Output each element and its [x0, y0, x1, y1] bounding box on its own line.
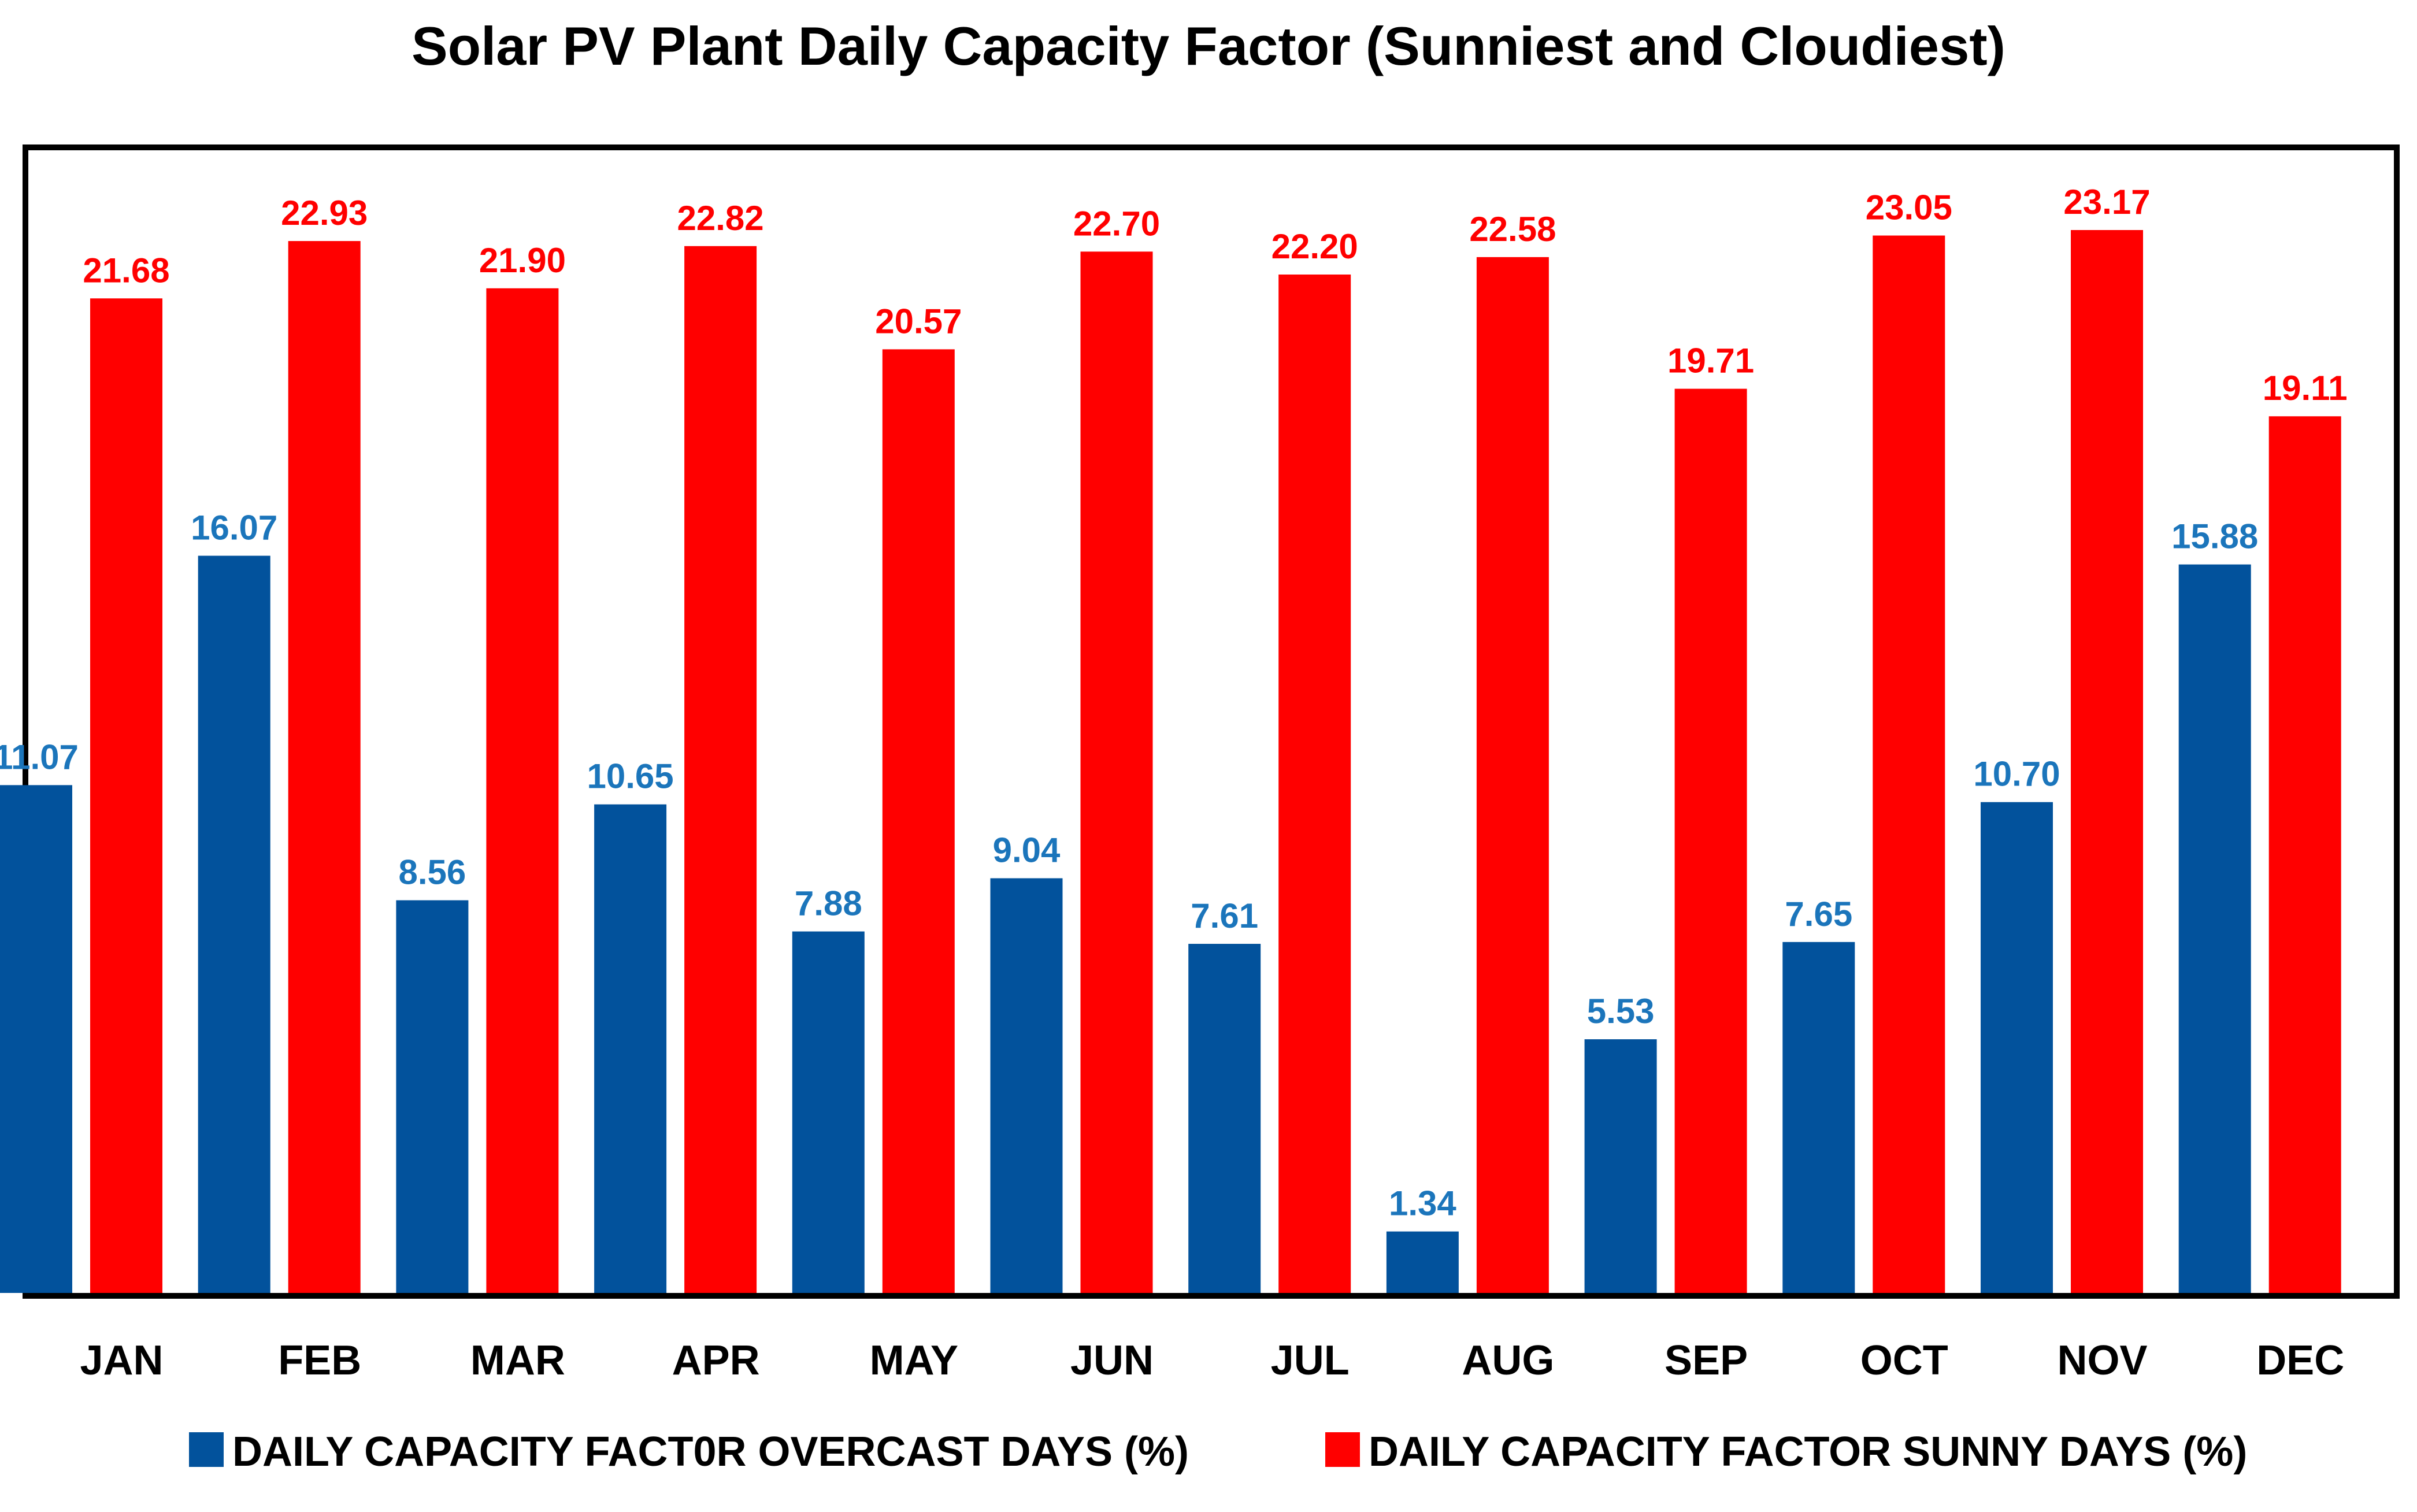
category-label-mar: MAR	[470, 1337, 565, 1384]
bar-overcast-nov	[1981, 802, 2053, 1293]
bar-sunny-apr	[684, 246, 757, 1294]
value-label-sunny-dec: 19.11	[2263, 369, 2348, 407]
bar-sunny-oct	[1873, 235, 1945, 1293]
bar-overcast-apr	[594, 804, 667, 1293]
legend-label-sunny: DAILY CAPACITY FACTOR SUNNY DAYS (%)	[1369, 1429, 2247, 1475]
category-label-sep: SEP	[1665, 1337, 1748, 1384]
bar-sunny-nov	[2071, 230, 2143, 1293]
value-label-sunny-feb: 22.93	[281, 194, 368, 232]
bar-overcast-oct	[1782, 942, 1855, 1293]
bar-sunny-aug	[1476, 257, 1549, 1293]
value-label-overcast-mar: 8.56	[399, 853, 466, 892]
value-label-sunny-oct: 23.05	[1866, 188, 1952, 227]
category-label-dec: DEC	[2256, 1337, 2344, 1384]
value-label-overcast-dec: 15.88	[2171, 517, 2258, 556]
category-label-aug: AUG	[1462, 1337, 1554, 1384]
category-label-oct: OCT	[1860, 1337, 1948, 1384]
value-label-overcast-jan: 11.07	[0, 738, 79, 776]
bars-group	[0, 230, 2341, 1294]
bar-overcast-jun	[990, 878, 1063, 1293]
bar-overcast-feb	[198, 555, 270, 1293]
bar-overcast-jul	[1188, 943, 1261, 1293]
category-label-may: MAY	[870, 1337, 958, 1384]
value-label-overcast-sep: 5.53	[1587, 992, 1655, 1031]
legend: DAILY CAPACITY FACT0R OVERCAST DAYS (%) D…	[189, 1429, 2247, 1475]
value-label-sunny-aug: 22.58	[1469, 210, 1556, 249]
legend-swatch-overcast	[189, 1432, 224, 1467]
category-label-jul: JUL	[1271, 1337, 1350, 1384]
value-label-overcast-apr: 10.65	[587, 757, 674, 796]
chart-title: Solar PV Plant Daily Capacity Factor (Su…	[412, 16, 2005, 76]
value-label-overcast-feb: 16.07	[191, 509, 277, 547]
value-label-overcast-nov: 10.70	[1973, 755, 2060, 794]
value-label-overcast-may: 7.88	[795, 884, 862, 923]
value-label-sunny-apr: 22.82	[677, 199, 764, 238]
bar-overcast-sep	[1584, 1039, 1657, 1293]
bar-overcast-aug	[1386, 1231, 1459, 1293]
value-label-overcast-oct: 7.65	[1785, 895, 1852, 933]
bar-sunny-mar	[486, 288, 559, 1293]
category-label-jun: JUN	[1070, 1337, 1154, 1384]
category-label-apr: APR	[672, 1337, 760, 1384]
value-label-sunny-sep: 19.71	[1667, 342, 1754, 380]
value-label-sunny-jul: 22.20	[1271, 227, 1358, 266]
plot-frame	[23, 144, 2400, 1299]
value-labels-group: 11.07 21.68 16.07 22.93 8.56 21.90 10.65 22.82 7…	[0, 183, 2348, 1223]
category-label-feb: FEB	[278, 1337, 361, 1384]
category-label-jan: JAN	[80, 1337, 163, 1384]
bar-sunny-jun	[1080, 251, 1153, 1293]
bar-sunny-may	[882, 349, 955, 1293]
bar-sunny-feb	[288, 241, 361, 1293]
legend-swatch-sunny	[1325, 1432, 1360, 1467]
legend-label-overcast: DAILY CAPACITY FACT0R OVERCAST DAYS (%)	[232, 1429, 1189, 1475]
value-label-sunny-nov: 23.17	[2063, 183, 2150, 221]
value-label-sunny-mar: 21.90	[479, 241, 566, 280]
bar-overcast-mar	[396, 900, 469, 1293]
bar-sunny-sep	[1674, 388, 1747, 1293]
value-label-overcast-jun: 9.04	[993, 831, 1061, 869]
value-label-sunny-jan: 21.68	[83, 251, 169, 290]
bar-overcast-may	[792, 931, 865, 1293]
value-label-sunny-jun: 22.70	[1073, 204, 1160, 243]
category-label-nov: NOV	[2057, 1337, 2147, 1384]
bar-sunny-jul	[1278, 274, 1351, 1293]
value-label-overcast-aug: 1.34	[1389, 1184, 1456, 1223]
bar-sunny-dec	[2268, 416, 2341, 1293]
bar-sunny-jan	[90, 298, 162, 1293]
bar-overcast-jan	[0, 785, 72, 1293]
value-label-sunny-may: 20.57	[875, 302, 962, 340]
category-labels-group: JAN FEB MAR APR MAY JUN JUL AUG SEP OCT NOV DEC	[80, 1337, 2344, 1384]
bar-overcast-dec	[2178, 564, 2251, 1293]
value-label-overcast-jul: 7.61	[1191, 896, 1258, 935]
